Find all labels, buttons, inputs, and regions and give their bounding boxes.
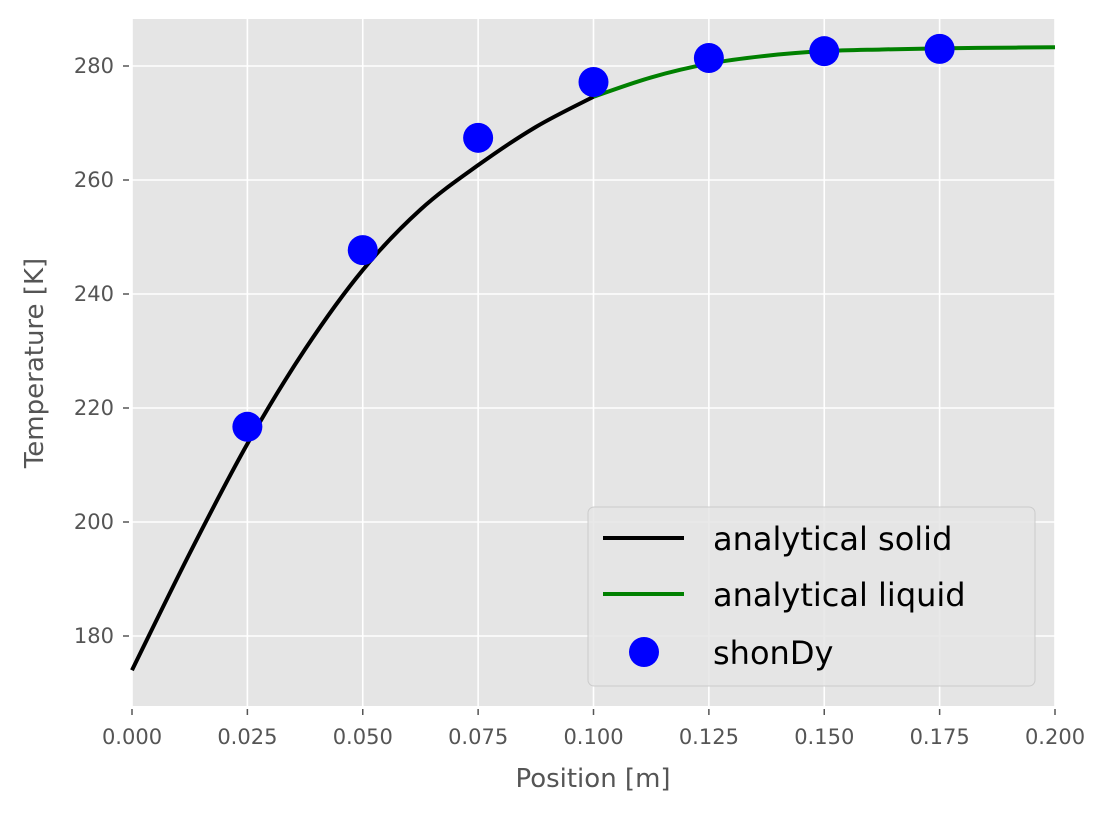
- x-tick-label: 0.050: [333, 725, 393, 749]
- y-tick-label: 180: [74, 624, 114, 648]
- data-point-marker: [809, 36, 840, 67]
- data-point-marker: [347, 235, 378, 266]
- data-point-marker: [232, 411, 263, 442]
- y-tick-label: 260: [74, 168, 114, 192]
- series-markers: [232, 33, 955, 442]
- legend-label-liquid: analytical liquid: [713, 576, 966, 614]
- data-point-marker: [924, 33, 955, 64]
- y-axis-ticks: 180 200 220 240 260 280: [74, 54, 129, 648]
- x-tick-label: 0.150: [794, 725, 854, 749]
- legend-label-shondy: shonDy: [713, 634, 833, 672]
- x-axis-label: Position [m]: [515, 764, 670, 794]
- data-point-marker: [578, 66, 609, 97]
- x-tick-label: 0.200: [1025, 725, 1085, 749]
- x-tick-label: 0.075: [448, 725, 508, 749]
- x-tick-label: 0.000: [102, 725, 162, 749]
- data-point-marker: [463, 122, 494, 153]
- legend-label-solid: analytical solid: [713, 520, 952, 558]
- x-axis-ticks: 0.000 0.025 0.050 0.075 0.100 0.125 0.150 0.175…: [102, 709, 1085, 749]
- x-tick-label: 0.025: [217, 725, 277, 749]
- x-tick-label: 0.100: [563, 725, 623, 749]
- y-axis-label: Temperature [K]: [20, 258, 50, 469]
- y-tick-label: 240: [74, 282, 114, 306]
- series-line-0: [130, 95, 595, 672]
- legend: analytical solid analytical liquid shonD…: [587, 506, 1036, 687]
- x-tick-label: 0.125: [679, 725, 739, 749]
- data-point-marker: [693, 43, 724, 74]
- legend-marker-icon: [629, 637, 659, 667]
- y-tick-label: 280: [74, 54, 114, 78]
- y-tick-label: 200: [74, 510, 114, 534]
- y-tick-label: 220: [74, 396, 114, 420]
- legend-box: [587, 506, 1036, 687]
- x-tick-label: 0.175: [910, 725, 970, 749]
